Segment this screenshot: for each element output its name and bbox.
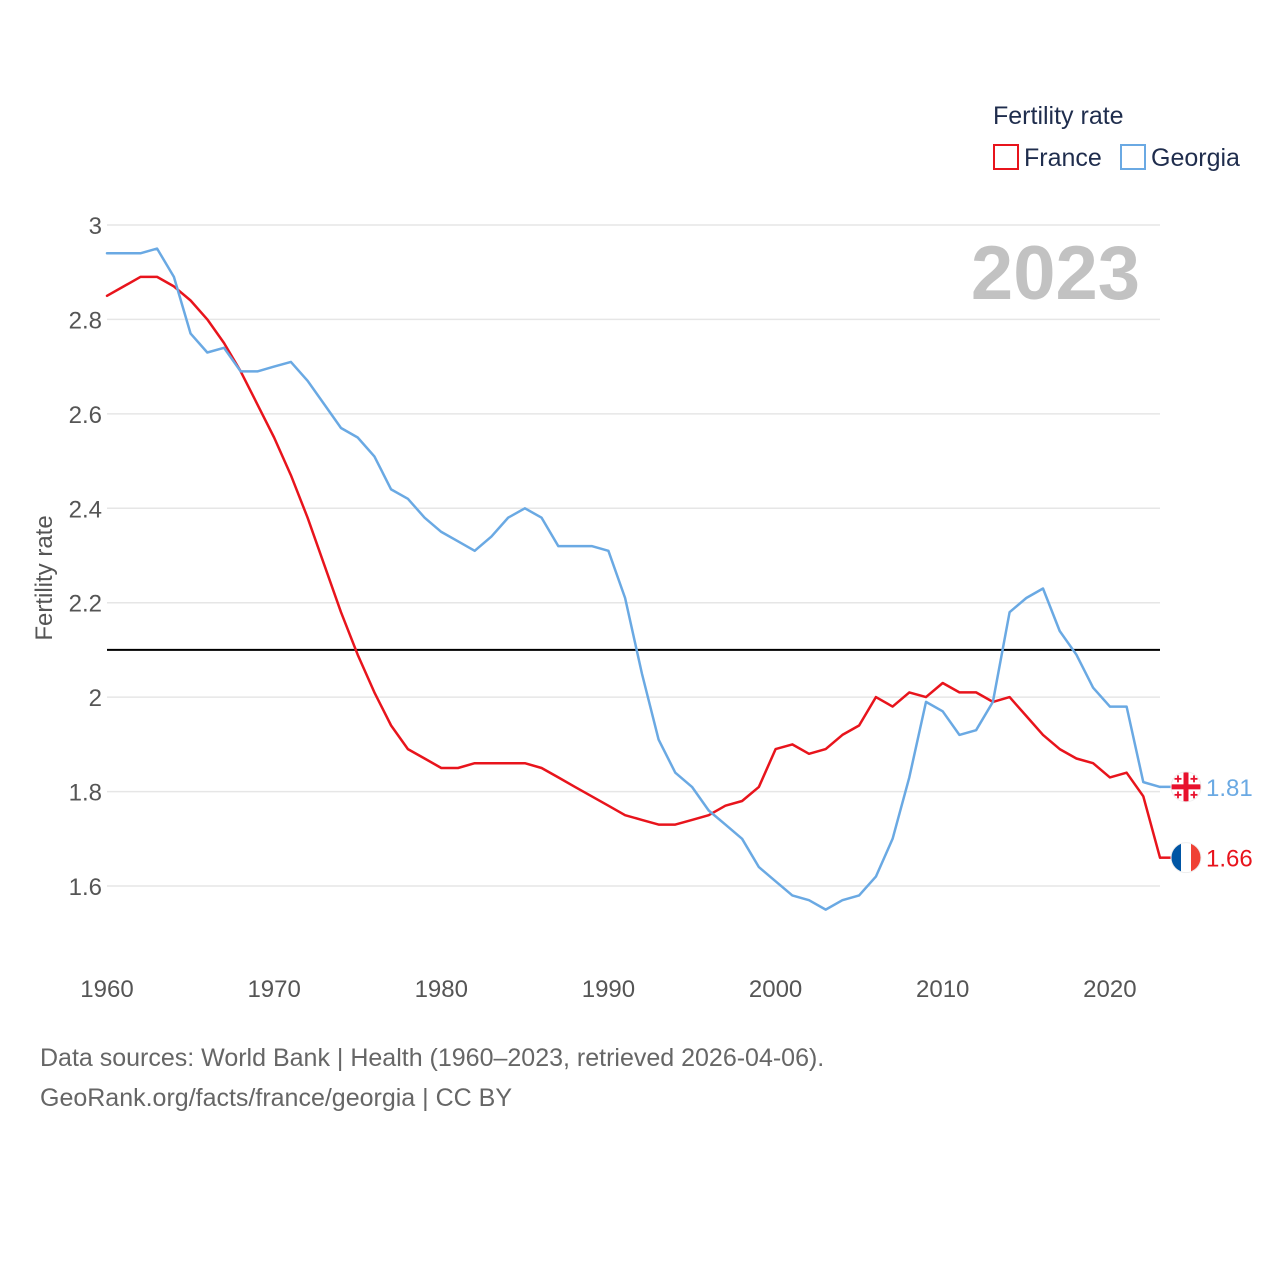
x-tick-label: 2020 <box>1083 976 1136 1003</box>
y-tick-label: 2.6 <box>69 402 102 429</box>
x-tick-label: 2010 <box>916 976 969 1003</box>
series-end-labels: 1.66 1.81 <box>1160 771 1253 874</box>
y-tick-label: 3 <box>89 213 102 240</box>
y-tick-label: 2.2 <box>69 591 102 618</box>
data-source-note: Data sources: World Bank | Health (1960–… <box>40 1044 825 1072</box>
legend-swatch-france[interactable] <box>993 144 1019 170</box>
end-value-france: 1.66 <box>1206 846 1253 873</box>
series-line-france[interactable] <box>105 275 1162 859</box>
y-tick-label: 1.8 <box>69 780 102 807</box>
y-tick-label: 2.8 <box>69 307 102 334</box>
legend-label-france[interactable]: France <box>1024 144 1102 172</box>
x-tick-label: 1960 <box>80 976 133 1003</box>
series-lines <box>105 247 1162 911</box>
y-axis-title: Fertility rate <box>31 515 58 640</box>
gridlines <box>107 224 1160 887</box>
end-value-georgia: 1.81 <box>1206 775 1253 802</box>
georgia-flag-icon <box>1170 771 1202 803</box>
current-year-label: 2023 <box>971 231 1140 316</box>
x-tick-label: 1990 <box>582 976 635 1003</box>
x-tick-label: 2000 <box>749 976 802 1003</box>
attribution-note: GeoRank.org/facts/france/georgia | CC BY <box>40 1084 512 1112</box>
y-tick-label: 1.6 <box>69 874 102 901</box>
legend: Fertility rate France Georgia <box>993 102 1240 172</box>
legend-label-georgia[interactable]: Georgia <box>1151 144 1240 172</box>
y-tick-label: 2 <box>89 685 102 712</box>
legend-title: Fertility rate <box>993 102 1124 130</box>
x-tick-label: 1980 <box>415 976 468 1003</box>
y-axis-ticks: 1.6 1.8 2 2.2 2.4 2.6 2.8 3 <box>69 213 102 901</box>
series-line-georgia[interactable] <box>105 247 1162 911</box>
x-axis-ticks: 1960 1970 1980 1990 2000 2010 2020 <box>80 976 1136 1003</box>
y-tick-label: 2.4 <box>69 496 102 523</box>
x-tick-label: 1970 <box>247 976 300 1003</box>
france-flag-icon <box>1170 842 1202 874</box>
legend-swatch-georgia[interactable] <box>1120 144 1146 170</box>
